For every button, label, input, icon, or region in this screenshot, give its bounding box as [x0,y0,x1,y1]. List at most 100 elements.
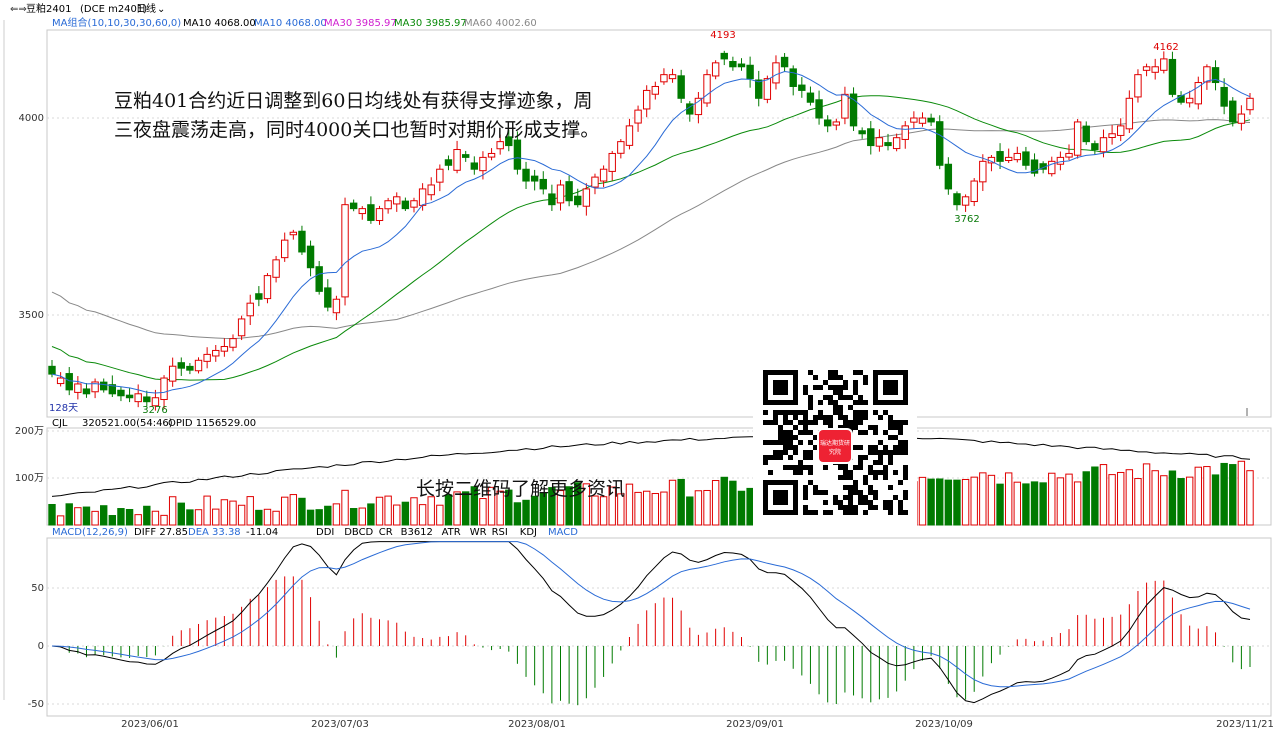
candle [1142,63,1151,77]
indicator-tab[interactable]: ATR [442,527,461,538]
volume-bar [617,493,625,526]
candle [349,199,358,212]
volume-bar [720,476,728,526]
candle [393,192,401,212]
volume-bar [306,509,315,526]
volume-bar [100,505,108,526]
candle [979,154,987,192]
volume-bar [324,505,332,526]
candle [1013,146,1021,163]
volume-bar [436,504,444,526]
volume-bar [168,496,177,526]
volume-bar [556,490,565,526]
ma-combo-label[interactable]: MA组合(10,10,30,30,60,0) [52,16,181,29]
candle [203,347,211,369]
volume-bar [1203,466,1211,526]
volume-bar [522,499,530,526]
volume-bar [1160,475,1168,526]
chevron-down-icon[interactable]: ⌄ [157,4,165,15]
qr-code[interactable]: 瑞达期货研究院 [753,360,917,530]
volume-bar [1220,462,1228,526]
candle [401,197,410,211]
candle [591,173,599,195]
indicator-tab[interactable]: RSI [492,527,508,538]
candle [798,77,806,98]
candle [660,68,668,85]
indicator-tab[interactable]: KDJ [520,527,537,538]
candle [1030,153,1039,177]
cjl-label[interactable]: CJL [52,418,68,429]
candle [556,179,565,211]
ma60-label: MA60 4002.60 [464,18,537,29]
volume-bar [82,506,91,526]
indicator-tab[interactable]: DBCD [344,527,373,538]
volume-bar [582,483,591,526]
candle [134,384,142,408]
candle [582,183,591,216]
candle [901,121,909,149]
volume-bar [1246,470,1254,526]
volume-bar [970,476,978,526]
macd-label[interactable]: MACD(12,26,9) [52,527,128,538]
candle [1134,69,1142,103]
candle [522,161,530,189]
candle [125,388,134,403]
candle [565,175,573,207]
volume-bar [1073,481,1082,526]
ma30a-label: MA30 3985.97 [324,18,397,29]
volume-bar [634,491,642,526]
volume-bar [203,495,211,526]
candle [720,50,728,66]
volume-bar [1082,471,1090,526]
volume-bar [1030,481,1039,526]
volume-bar [996,483,1004,526]
volume-bar [177,502,185,526]
candle [1022,146,1030,170]
macd-y-axis: 50 0 -50 [28,583,44,710]
indicator-tab[interactable]: WR [470,527,487,538]
candle [574,188,582,208]
candle [617,139,625,159]
candle [186,363,194,375]
candles [48,50,1254,411]
candle [910,111,918,129]
candle [1229,97,1237,127]
candle [668,68,677,83]
candle [306,240,315,277]
diff-value: DIFF 27.85 [134,527,188,538]
volume-bar [530,495,539,526]
candle [444,155,453,171]
candle [1194,76,1202,110]
candle [237,315,246,341]
volume-bar [1151,470,1159,526]
ytick-0: 0 [38,641,44,652]
nav-arrows-icon[interactable]: ⇐⇒ [10,4,27,15]
period-select[interactable]: 日线 [136,2,156,15]
volume-bar [513,502,522,526]
qr-code-image [763,370,908,515]
indicator-tab[interactable]: B3612 [401,527,433,538]
candle [1211,60,1220,91]
low-label: 3276 [142,405,167,416]
volume-bar [255,509,263,526]
candle [332,295,341,321]
indicator-tab[interactable]: CR [379,527,393,538]
candle [427,177,435,201]
indicator-tab[interactable]: DDI [316,527,334,538]
candle [272,255,280,283]
volume-bar [143,505,151,526]
candle [832,118,841,131]
volume-bar [1229,464,1237,526]
candle [677,69,685,104]
volume-bar [125,508,134,526]
indicator-tab[interactable]: MACD [548,527,578,538]
volume-bar [427,496,435,526]
volume-bar [1004,472,1013,526]
candle [505,129,513,152]
volume-bar [1013,481,1021,526]
indicator-tabs[interactable]: DDI DBCD CR B3612 ATR WR RSI KDJ MACD [316,527,578,538]
candle [1004,148,1013,164]
candle [927,113,935,127]
diff-path [51,541,1251,704]
